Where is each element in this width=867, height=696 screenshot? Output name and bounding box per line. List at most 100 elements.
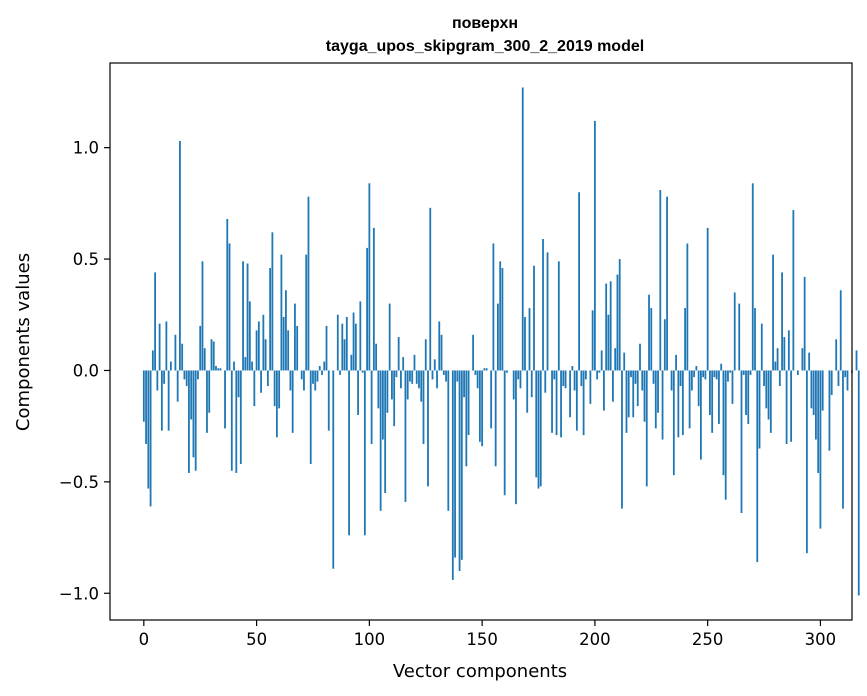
bar (526, 370, 529, 413)
bar (810, 370, 813, 409)
bar (686, 243, 689, 371)
bar (699, 370, 702, 460)
bar (296, 325, 299, 371)
bar (456, 370, 459, 382)
x-tick-label: 300 (805, 630, 837, 649)
bar (544, 370, 547, 393)
bar (312, 370, 314, 384)
bar (769, 370, 772, 433)
bar-series (142, 87, 860, 596)
bar (842, 370, 844, 509)
bar (711, 370, 714, 433)
bar (733, 292, 736, 371)
bar (553, 370, 556, 380)
bar (197, 370, 199, 380)
bar (751, 183, 754, 371)
bar (237, 370, 240, 398)
bar (142, 370, 145, 422)
bar (747, 370, 750, 424)
bar (634, 370, 637, 384)
bar (805, 370, 808, 554)
bar (517, 370, 520, 380)
bar (627, 370, 630, 418)
bar (377, 370, 380, 409)
bar (206, 370, 208, 433)
bar (400, 370, 402, 389)
bar (578, 192, 580, 371)
bar (192, 370, 195, 458)
bar (307, 196, 310, 371)
bar (756, 370, 759, 563)
bar (697, 370, 700, 407)
bar (370, 370, 373, 444)
bar (327, 370, 330, 431)
bar (169, 361, 172, 371)
bar (663, 319, 666, 371)
bar (745, 370, 747, 416)
bar (760, 323, 763, 371)
bar (704, 370, 707, 380)
bar (837, 370, 840, 387)
bar (485, 368, 488, 371)
bar (478, 370, 481, 442)
bar (623, 352, 626, 371)
bar (339, 370, 341, 375)
bar (492, 243, 495, 371)
bar (474, 370, 477, 375)
bar (363, 370, 366, 536)
bar (476, 370, 479, 389)
bar (652, 370, 655, 384)
bar (515, 370, 517, 505)
bar (208, 370, 211, 413)
bar (158, 323, 161, 371)
bar (226, 218, 229, 371)
bar (792, 210, 795, 371)
bar (855, 350, 858, 371)
bar (776, 348, 779, 371)
bar (706, 227, 709, 371)
bar (305, 254, 308, 371)
chart-title-line-2: tayga_upos_skipgram_300_2_2019 model (326, 38, 644, 55)
chart-title-line-1: поверхн (452, 15, 518, 32)
bar (381, 370, 384, 440)
bar (429, 207, 432, 371)
y-tick-label: −0.5 (59, 473, 99, 492)
bar (481, 370, 484, 447)
bar (458, 370, 461, 571)
bar (551, 370, 553, 433)
bar (154, 272, 156, 371)
bar (693, 370, 696, 378)
bar (614, 348, 617, 371)
bar (167, 370, 170, 431)
bar (406, 370, 409, 400)
bar (348, 370, 350, 536)
bar (688, 370, 691, 429)
bar (709, 370, 711, 416)
bar (537, 370, 540, 489)
bar (720, 363, 723, 371)
bar (438, 321, 441, 371)
bar (188, 370, 190, 473)
bar (560, 370, 562, 438)
bar (666, 196, 668, 371)
bar (654, 370, 657, 429)
bar (393, 370, 396, 427)
bar (844, 370, 847, 378)
bar (359, 301, 362, 371)
bar (600, 350, 603, 371)
bar (280, 254, 283, 371)
x-tick-label: 250 (692, 630, 724, 649)
bar (672, 370, 675, 476)
bar (424, 339, 427, 371)
bar (287, 330, 290, 371)
bar (323, 361, 326, 371)
bar (436, 370, 438, 389)
bar (740, 370, 743, 514)
bar (336, 314, 339, 371)
bar (803, 276, 806, 371)
bar (778, 370, 781, 387)
bar (248, 301, 251, 371)
bar (352, 312, 355, 371)
bar (239, 370, 242, 465)
bar (715, 370, 718, 380)
